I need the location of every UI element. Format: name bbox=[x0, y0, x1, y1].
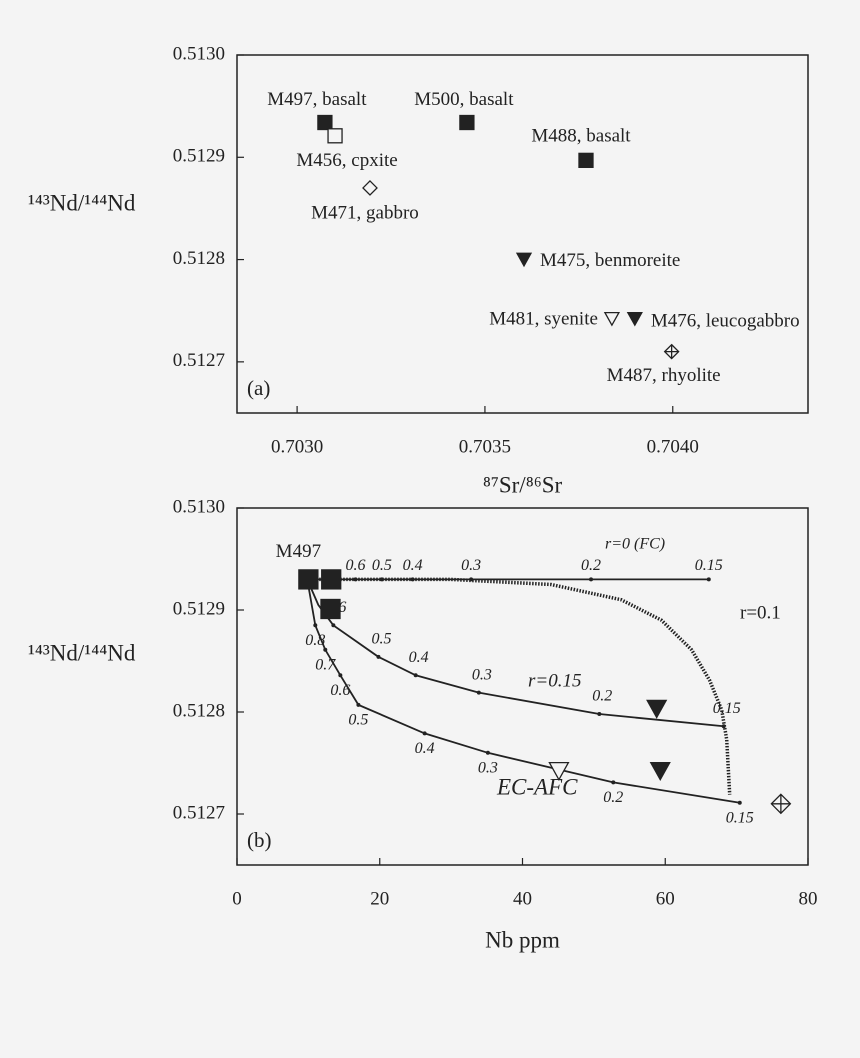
point-label: M456, cpxite bbox=[296, 150, 397, 171]
y-tick-label: 0.5130 bbox=[173, 496, 225, 517]
f-label: 0.2 bbox=[581, 557, 601, 574]
data-point bbox=[321, 569, 342, 590]
f-label: 0.4 bbox=[403, 557, 423, 574]
f-label: 0.15 bbox=[726, 809, 754, 826]
data-point bbox=[646, 699, 668, 719]
curve bbox=[307, 577, 732, 795]
x-axis-label: ⁸⁷Sr/⁸⁶Sr bbox=[483, 472, 563, 497]
data-point bbox=[317, 114, 333, 131]
point-label: M488, basalt bbox=[531, 126, 631, 147]
x-tick-label: 60 bbox=[656, 888, 675, 909]
curve-label: r=0.15 bbox=[528, 670, 581, 691]
point-label: M476, leucogabbro bbox=[651, 310, 800, 331]
f-label: 0.5 bbox=[371, 631, 391, 648]
x-tick-label: 40 bbox=[513, 888, 532, 909]
data-point bbox=[578, 152, 594, 169]
f-label: 0.8 bbox=[305, 632, 325, 649]
point-label: M497, basalt bbox=[267, 89, 367, 110]
curve-vertex bbox=[331, 623, 336, 628]
point-label: M487, rhyolite bbox=[607, 365, 721, 386]
y-tick-label: 0.5127 bbox=[173, 802, 225, 823]
y-axis-label: ¹⁴³Nd/¹⁴⁴Nd bbox=[28, 190, 136, 215]
curve-label: r=0.1 bbox=[740, 602, 781, 623]
x-tick-label: 80 bbox=[799, 888, 818, 909]
f-label: 0.15 bbox=[713, 700, 741, 717]
f-label: 0.4 bbox=[415, 740, 435, 757]
x-tick-label: 0.7030 bbox=[271, 436, 323, 457]
point-label: M481, syenite bbox=[489, 308, 598, 329]
x-tick-label: 0.7040 bbox=[647, 436, 699, 457]
curve-vertex bbox=[323, 647, 328, 652]
data-point bbox=[459, 114, 475, 131]
data-point bbox=[603, 311, 621, 327]
data-point bbox=[770, 793, 792, 815]
data-point bbox=[649, 761, 671, 782]
panel-label: (b) bbox=[247, 828, 272, 852]
data-point bbox=[515, 252, 533, 268]
data-point bbox=[327, 128, 343, 144]
curve bbox=[306, 579, 740, 804]
curve-vertex bbox=[413, 673, 418, 678]
curve-vertex bbox=[476, 690, 481, 695]
panel-label: (a) bbox=[247, 376, 270, 400]
data-point bbox=[548, 761, 570, 782]
data-point bbox=[320, 598, 341, 620]
f-label: 0.15 bbox=[695, 557, 723, 574]
curve-vertex bbox=[597, 712, 602, 717]
data-point bbox=[362, 180, 378, 196]
plot-frame bbox=[236, 54, 809, 414]
curve-vertex bbox=[313, 623, 318, 628]
f-label: 0.7 bbox=[315, 656, 336, 673]
point-label: M475, benmoreite bbox=[540, 250, 680, 271]
curve-label: r=0 (FC) bbox=[605, 536, 665, 553]
f-label: 0.6 bbox=[345, 557, 365, 574]
f-label: 0.3 bbox=[461, 557, 481, 574]
curve-vertex bbox=[706, 577, 711, 582]
f-label: 0.4 bbox=[409, 649, 429, 666]
curve-label: EC-AFC bbox=[496, 774, 578, 799]
y-tick-label: 0.5127 bbox=[173, 350, 225, 371]
x-axis-label: Nb ppm bbox=[485, 927, 560, 952]
data-point bbox=[663, 343, 680, 360]
x-tick-label: 0.7035 bbox=[459, 436, 511, 457]
point-label: M497 bbox=[276, 541, 321, 562]
f-label: 0.5 bbox=[348, 712, 368, 729]
data-point bbox=[298, 569, 319, 590]
f-label: 0.6 bbox=[330, 682, 350, 699]
point-label: M471, gabbro bbox=[311, 202, 419, 223]
curve-vertex bbox=[589, 577, 594, 582]
curve-vertex bbox=[737, 800, 742, 805]
curve-vertex bbox=[356, 702, 361, 707]
y-axis-label: ¹⁴³Nd/¹⁴⁴Nd bbox=[28, 640, 136, 665]
f-label: 0.2 bbox=[592, 688, 612, 705]
x-tick-label: 20 bbox=[370, 888, 389, 909]
y-tick-label: 0.5130 bbox=[173, 43, 225, 64]
curve-vertex bbox=[611, 780, 616, 785]
y-tick-label: 0.5128 bbox=[173, 700, 225, 721]
y-tick-label: 0.5128 bbox=[173, 248, 225, 269]
curve-vertex bbox=[338, 673, 343, 678]
curve-vertex bbox=[376, 654, 381, 659]
point-label: M500, basalt bbox=[414, 89, 514, 110]
y-tick-label: 0.5129 bbox=[173, 598, 225, 619]
curve-vertex bbox=[485, 750, 490, 755]
f-label: 0.2 bbox=[603, 789, 623, 806]
x-tick-label: 0 bbox=[232, 888, 242, 909]
data-point bbox=[626, 311, 643, 327]
f-label: 0.3 bbox=[472, 666, 492, 683]
y-tick-label: 0.5129 bbox=[173, 146, 225, 167]
f-label: 0.5 bbox=[372, 557, 392, 574]
curve-vertex bbox=[422, 731, 427, 736]
f-label: 0.3 bbox=[478, 759, 498, 776]
